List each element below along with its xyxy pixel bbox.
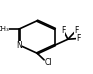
Text: CH₃: CH₃ (0, 26, 9, 32)
Text: Cl: Cl (45, 58, 53, 67)
Text: N: N (17, 41, 22, 50)
Text: F: F (76, 34, 80, 43)
Text: F: F (61, 26, 65, 35)
Text: F: F (74, 26, 78, 35)
